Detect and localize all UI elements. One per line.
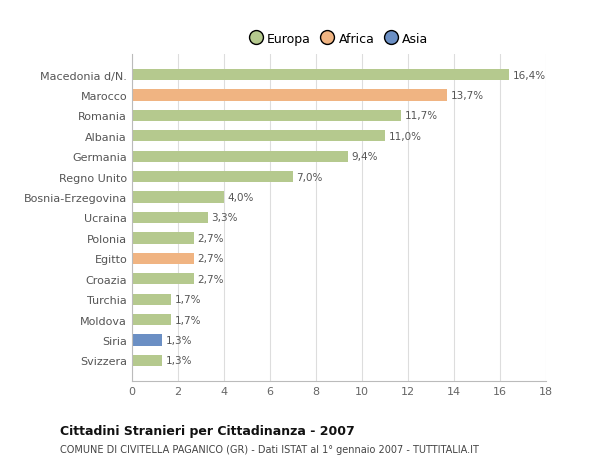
Bar <box>132 213 208 224</box>
Text: 1,3%: 1,3% <box>166 356 192 365</box>
Text: 16,4%: 16,4% <box>512 71 546 80</box>
Bar <box>132 335 162 346</box>
Bar <box>132 172 293 183</box>
Text: 11,0%: 11,0% <box>388 132 421 141</box>
Bar <box>132 70 509 81</box>
Bar <box>132 253 194 264</box>
Text: 7,0%: 7,0% <box>296 172 323 182</box>
Text: 2,7%: 2,7% <box>197 254 224 264</box>
Text: 13,7%: 13,7% <box>451 91 484 101</box>
Bar <box>132 90 447 101</box>
Text: 1,7%: 1,7% <box>175 295 201 304</box>
Bar <box>132 274 194 285</box>
Text: 2,7%: 2,7% <box>197 274 224 284</box>
Bar <box>132 151 348 162</box>
Text: 11,7%: 11,7% <box>404 111 437 121</box>
Bar <box>132 294 171 305</box>
Text: 9,4%: 9,4% <box>352 152 378 162</box>
Text: 2,7%: 2,7% <box>197 233 224 243</box>
Bar <box>132 111 401 122</box>
Legend: Europa, Africa, Asia: Europa, Africa, Asia <box>246 29 432 49</box>
Bar <box>132 192 224 203</box>
Bar <box>132 355 162 366</box>
Bar <box>132 233 194 244</box>
Text: COMUNE DI CIVITELLA PAGANICO (GR) - Dati ISTAT al 1° gennaio 2007 - TUTTITALIA.I: COMUNE DI CIVITELLA PAGANICO (GR) - Dati… <box>60 444 479 454</box>
Bar <box>132 314 171 325</box>
Text: 3,3%: 3,3% <box>211 213 238 223</box>
Text: Cittadini Stranieri per Cittadinanza - 2007: Cittadini Stranieri per Cittadinanza - 2… <box>60 425 355 437</box>
Text: 1,7%: 1,7% <box>175 315 201 325</box>
Text: 4,0%: 4,0% <box>227 193 254 203</box>
Bar <box>132 131 385 142</box>
Text: 1,3%: 1,3% <box>166 335 192 345</box>
